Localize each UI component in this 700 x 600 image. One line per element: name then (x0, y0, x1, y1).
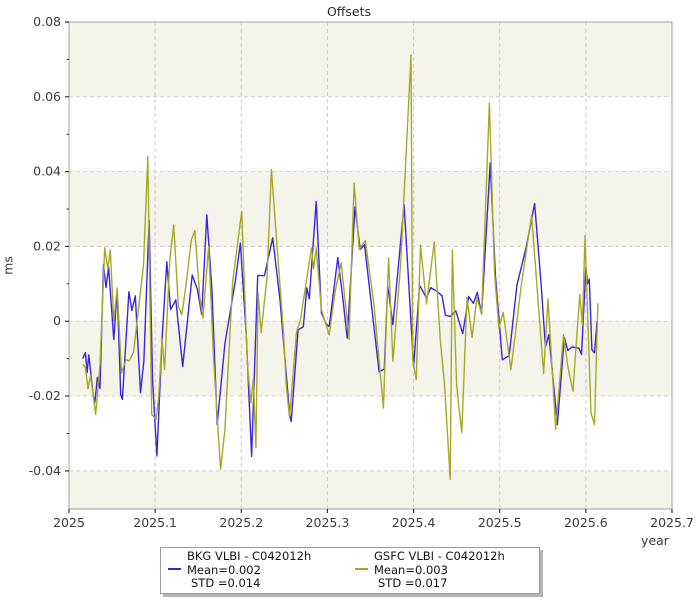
legend-mean-value: Mean=0.003 (374, 562, 448, 577)
legend-series-name: BKG VLBI - C042012h (187, 548, 312, 563)
x-tick-label: 2025.7 (650, 515, 694, 530)
background-band (69, 171, 672, 247)
legend-std-value: STD =0.014 (191, 576, 261, 591)
x-axis-label: year (641, 533, 669, 548)
x-tick-label: 2025.3 (306, 515, 350, 530)
y-tick-label: 0 (53, 313, 61, 328)
legend-std-value: STD =0.017 (378, 576, 448, 591)
legend-entry-bkg: BKG VLBI - C042012h Mean=0.002 STD =0.01… (161, 548, 348, 591)
y-tick-label: 0.08 (33, 14, 61, 29)
y-tick-label: 0.02 (33, 238, 61, 253)
y-tick-label: -0.02 (29, 388, 61, 403)
legend: BKG VLBI - C042012h Mean=0.002 STD =0.01… (160, 547, 540, 594)
chart-title: Offsets (326, 4, 372, 19)
x-tick-label: 2025.4 (392, 515, 436, 530)
y-tick-label: 0.06 (33, 89, 61, 104)
legend-line-marker-gsfc (355, 567, 368, 571)
x-tick-label: 2025.2 (219, 515, 263, 530)
legend-series-name: GSFC VLBI - C042012h (374, 548, 505, 563)
plot-border (68, 21, 673, 510)
legend-entry-gsfc: GSFC VLBI - C042012h Mean=0.003 STD =0.0… (348, 548, 535, 591)
x-tick-label: 2025.6 (564, 515, 608, 530)
series-line-bkg (82, 162, 598, 457)
x-tick-label: 2025.5 (478, 515, 522, 530)
x-tick-label: 2025 (53, 515, 85, 530)
legend-line-marker-bkg (168, 567, 181, 571)
y-tick-label: 0.04 (33, 164, 61, 179)
background-band (69, 470, 672, 509)
legend-mean-value: Mean=0.002 (187, 562, 261, 577)
y-tick-label: -0.04 (29, 463, 61, 478)
x-tick-label: 2025.1 (133, 515, 177, 530)
y-axis-label: ms (0, 256, 16, 275)
series-line-gsfc (82, 54, 599, 481)
background-band (69, 22, 672, 97)
